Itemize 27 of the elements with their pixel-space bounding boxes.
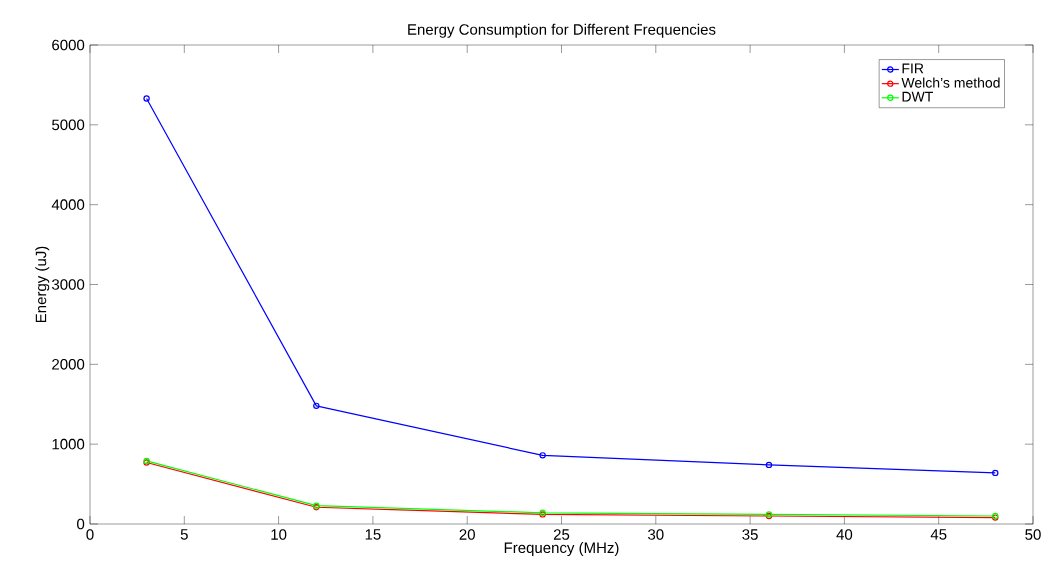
y-tick-label: 2000 [52, 359, 85, 370]
y-tick-label: 5000 [52, 119, 85, 131]
point [313, 402, 320, 410]
x-tick-label: 25 [553, 529, 570, 540]
legend-label: FIR [902, 63, 924, 74]
legend-label: DWT [902, 91, 933, 102]
x-tick-label: 45 [930, 529, 947, 540]
x-tick-label: 20 [459, 529, 475, 540]
chart-title: Energy Consumption for Different Frequencies [408, 23, 716, 38]
y-tick-label: 0 [77, 518, 85, 530]
x-tick-label: 15 [365, 529, 381, 540]
point [539, 452, 546, 459]
point [765, 461, 773, 469]
y-tick-label: 3000 [52, 279, 85, 290]
x-tick-label: 35 [742, 529, 758, 540]
legend-label: Welch’s method [901, 77, 1000, 88]
y-tick-label: 4000 [51, 199, 85, 210]
y-tick-label: 1000 [52, 438, 85, 450]
x-tick-label: 40 [836, 529, 853, 540]
x-axis-title: Frequency (MHz) [504, 542, 619, 556]
x-tick-label: 0 [86, 529, 94, 540]
x-tick-label: 50 [1025, 529, 1041, 540]
y-tick-label: 6000 [52, 39, 85, 51]
x-tick-label: 30 [648, 529, 664, 540]
x-tick-label: 5 [180, 529, 188, 540]
y-axis-title: Energy (uJ) [35, 246, 50, 323]
x-tick-label: 10 [271, 529, 287, 540]
